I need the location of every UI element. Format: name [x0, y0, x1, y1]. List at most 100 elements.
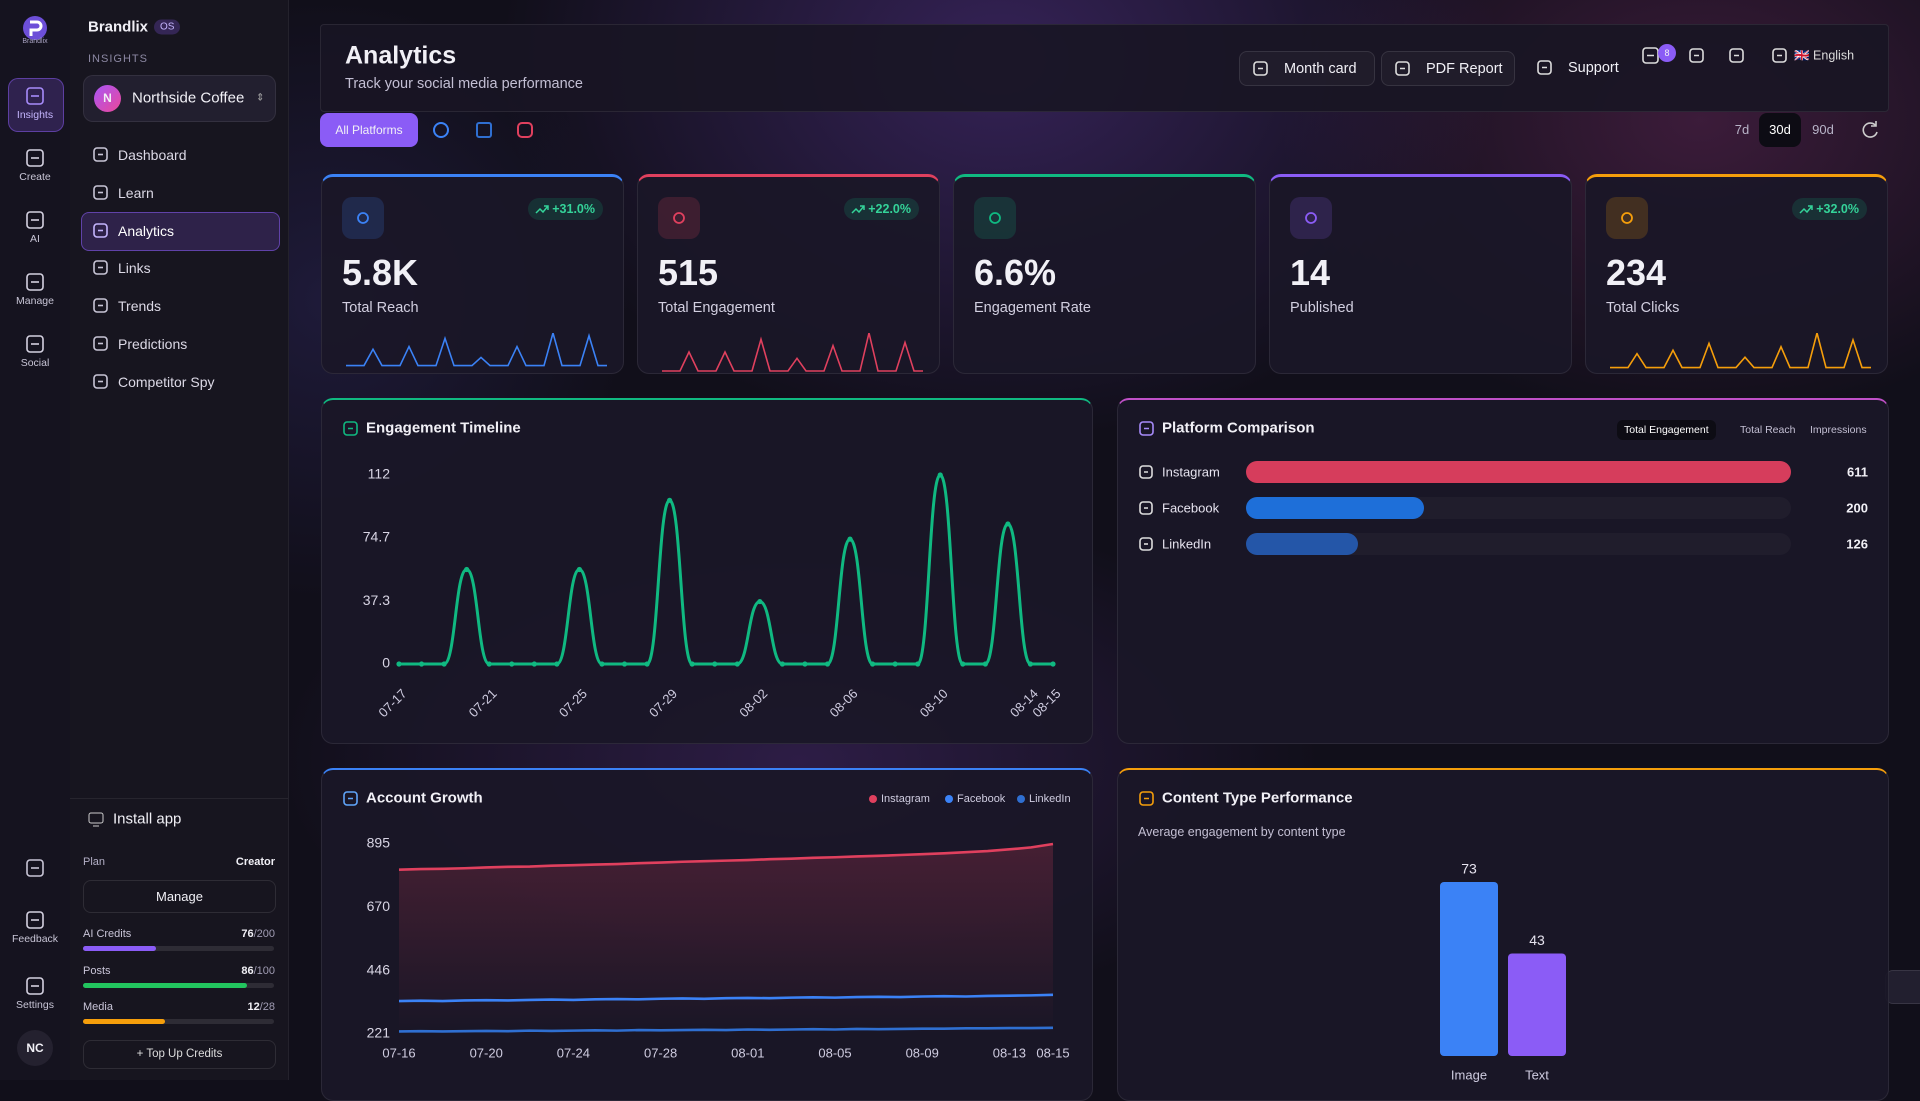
card-title: Platform Comparison: [1162, 419, 1315, 437]
sparkline-line: [662, 333, 923, 372]
usage-used: 12: [247, 1001, 260, 1013]
y-tick-label: 446: [367, 961, 391, 977]
growth-line: [398, 842, 1054, 871]
glyph: [989, 212, 1001, 224]
rail-label[interactable]: AI: [30, 233, 40, 245]
timeline-point: [576, 566, 583, 573]
chart-tab[interactable]: Impressions: [1810, 424, 1867, 436]
page-subtitle: Track your social media performance: [345, 76, 583, 92]
glyph: [357, 212, 369, 224]
timeline-point: [644, 661, 650, 667]
theme-icon: [1729, 48, 1744, 63]
language[interactable]: 🇬🇧 English: [1794, 48, 1855, 63]
assistant-button[interactable]: [1885, 970, 1920, 1004]
brand-badge: OS: [154, 19, 181, 35]
nav-icon: [93, 184, 108, 200]
range-option[interactable]: 30d: [1759, 113, 1801, 147]
rail-label[interactable]: Insights: [16, 109, 54, 121]
bar: [1246, 461, 1791, 483]
usage-limit: /100: [253, 964, 275, 977]
timeline-point: [1027, 661, 1034, 667]
card-icon: [1139, 791, 1154, 806]
x-tick-label: 08-10: [917, 686, 951, 720]
rail-label[interactable]: Social: [20, 357, 50, 369]
rail-label[interactable]: Manage: [16, 295, 54, 307]
linkedin-icon[interactable]: [476, 122, 492, 138]
icon-shape: [26, 87, 44, 105]
range-option[interactable]: 7d: [1734, 122, 1750, 137]
bar-value: 126: [1846, 536, 1868, 552]
chart-tab[interactable]: Total Engagement: [1617, 420, 1716, 440]
platform-name: Instagram: [1162, 464, 1220, 480]
user-avatar[interactable]: NC: [17, 1030, 53, 1066]
refresh-icon[interactable]: [1858, 118, 1882, 142]
rail-label[interactable]: Settings: [16, 999, 54, 1011]
button-label: Support: [1568, 60, 1619, 76]
header: Analytics Track your social media perfor…: [320, 24, 1889, 112]
stat-label: Published: [1290, 300, 1354, 316]
nav-item[interactable]: Dashboard: [118, 147, 187, 163]
glyph: [1621, 212, 1633, 224]
card-icon: [343, 791, 358, 806]
platform-name: LinkedIn: [1162, 536, 1212, 552]
page-title: Analytics: [345, 41, 457, 70]
rail-label[interactable]: Feedback: [11, 933, 59, 945]
timeline-point: [621, 661, 628, 667]
icon-shape: [1689, 48, 1704, 63]
install-app[interactable]: Install app: [113, 810, 182, 828]
x-tick-label: 08-09: [906, 1045, 939, 1060]
timeline-point: [734, 661, 740, 667]
stat-icon: [342, 197, 384, 239]
icon-shape: [26, 335, 44, 353]
rail-label[interactable]: Create: [19, 171, 51, 183]
usage-count: 76/200: [241, 928, 275, 940]
nav-item[interactable]: Links: [118, 260, 151, 277]
nav-item[interactable]: Analytics: [118, 222, 175, 239]
header-button[interactable]: Month card: [1239, 51, 1375, 86]
glyph: [1305, 212, 1317, 224]
y-tick-label: 112: [368, 466, 391, 482]
topup-button[interactable]: + Top Up Credits: [83, 1040, 276, 1069]
collapse-icon: [26, 859, 44, 877]
divider: [70, 798, 288, 799]
logo: [23, 16, 47, 40]
stat-icon: [658, 197, 700, 239]
icon-shape: [343, 421, 358, 436]
rail-icon: [26, 911, 44, 929]
timeline-point: [599, 661, 605, 667]
usage-track: [83, 946, 274, 951]
chart-tab[interactable]: Total Reach: [1740, 424, 1796, 436]
x-tick-label: 07-16: [382, 1045, 415, 1060]
workspace-switcher[interactable]: N Northside Coffee ⇕: [83, 75, 276, 122]
section-label: INSIGHTS: [88, 53, 148, 65]
header-button[interactable]: PDF Report: [1381, 51, 1515, 86]
growth-area: [399, 844, 1053, 1034]
trend-icon: [1799, 205, 1813, 214]
nav-item[interactable]: Predictions: [118, 336, 188, 352]
nav-item[interactable]: Learn: [118, 184, 154, 201]
timeline-point: [509, 661, 515, 667]
nav-item[interactable]: Trends: [118, 298, 162, 315]
card-title: Content Type Performance: [1162, 789, 1353, 807]
trend-icon: [851, 205, 865, 214]
icon-shape: [93, 260, 108, 276]
icon-shape: [93, 184, 108, 200]
icon-shape: [93, 147, 108, 162]
range-option[interactable]: 90d: [1812, 122, 1834, 137]
facebook-icon[interactable]: [433, 122, 449, 138]
stat-glyph: [357, 212, 369, 224]
stat-icon: [974, 197, 1016, 239]
x-tick-label: 07-29: [646, 686, 680, 720]
timeline-point: [712, 661, 718, 667]
nav-item[interactable]: Competitor Spy: [118, 373, 215, 390]
instagram-icon[interactable]: [517, 122, 533, 138]
header-button[interactable]: Support: [1524, 51, 1620, 84]
usage-track: [83, 1019, 274, 1024]
button-icon: [1395, 61, 1410, 76]
notification-badge: 8: [1658, 44, 1676, 62]
timeline-point: [915, 661, 921, 667]
manage-button[interactable]: Manage: [83, 880, 276, 913]
icon-shape: [26, 211, 44, 229]
usage-bar: [83, 982, 248, 988]
platform-filter[interactable]: All Platforms: [320, 113, 418, 147]
